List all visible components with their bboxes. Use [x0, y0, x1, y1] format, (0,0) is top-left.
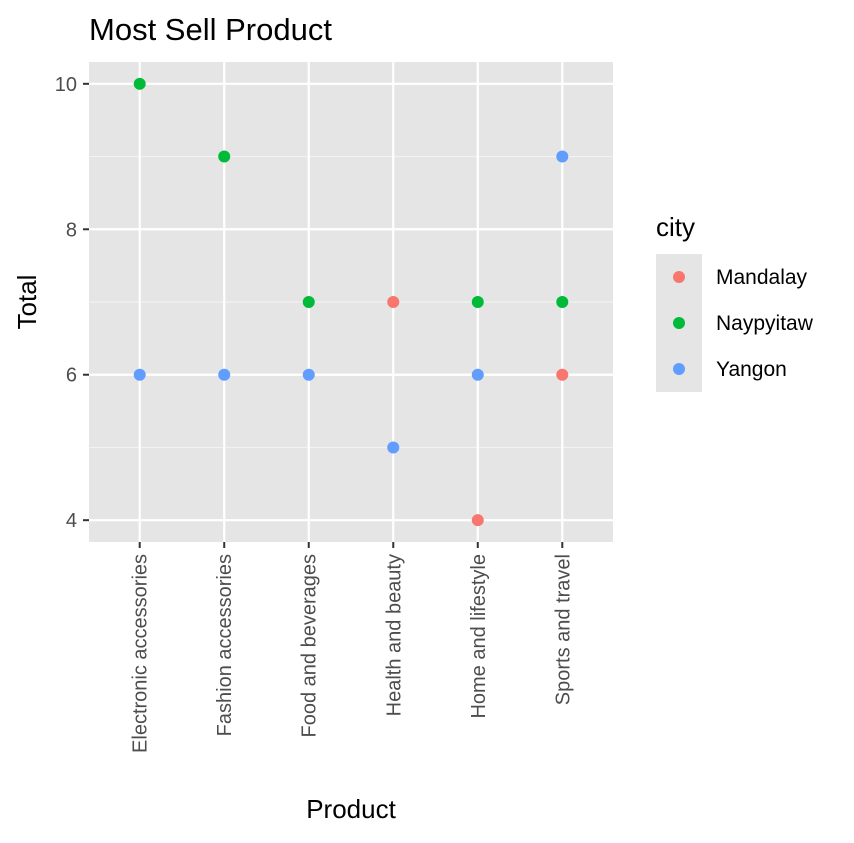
chart-title: Most Sell Product [89, 12, 332, 47]
y-tick-label: 6 [66, 365, 77, 387]
data-point-naypyitaw [556, 296, 569, 308]
legend-label-yangon: Yangon [716, 358, 787, 381]
legend: city Mandalay Naypyitaw Yangon [656, 212, 814, 392]
legend-key-mandalay [673, 271, 685, 283]
y-tick-label: 8 [66, 219, 77, 241]
x-tick-label: Electronic accessories [130, 554, 152, 753]
y-tick-label: 10 [55, 74, 77, 96]
data-point-yangon [387, 441, 400, 454]
data-point-yangon [471, 368, 484, 381]
data-point-naypyitaw [471, 296, 484, 308]
y-axis: 4 6 8 10 [55, 74, 89, 532]
data-point-naypyitaw [302, 296, 315, 308]
data-point-yangon [218, 368, 231, 381]
data-point-mandalay [387, 296, 400, 308]
x-tick-label: Sports and travel [552, 554, 574, 705]
minor-gridlines [89, 155, 613, 449]
data-point-naypyitaw [218, 150, 231, 163]
data-point-mandalay [556, 368, 569, 381]
y-axis-label: Total [12, 275, 42, 330]
x-axis: Electronic accessories Fashion accessorie… [130, 542, 574, 753]
data-point-yangon [302, 368, 315, 381]
data-points [133, 77, 569, 527]
y-tick-label: 4 [66, 510, 77, 532]
legend-label-mandalay: Mandalay [716, 266, 808, 289]
x-axis-label: Product [306, 794, 396, 824]
x-tick-label: Home and lifestyle [468, 554, 490, 719]
x-tick-label: Fashion accessories [214, 554, 236, 736]
legend-title: city [656, 212, 695, 242]
data-point-yangon [556, 150, 569, 163]
legend-key-naypyitaw [673, 317, 685, 329]
legend-key-yangon [673, 363, 685, 375]
x-tick-label: Health and beauty [383, 554, 405, 716]
data-point-yangon [133, 368, 146, 381]
data-point-mandalay [471, 514, 484, 527]
x-tick-label: Food and beverages [299, 554, 321, 737]
legend-label-naypyitaw: Naypyitaw [716, 312, 814, 335]
data-point-naypyitaw [133, 77, 146, 90]
